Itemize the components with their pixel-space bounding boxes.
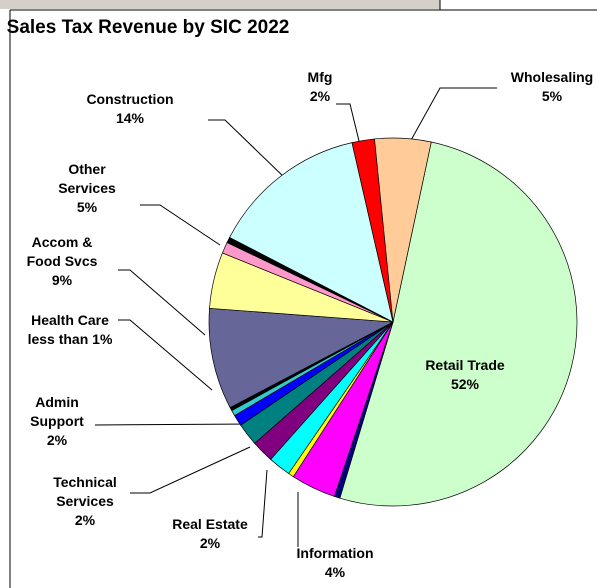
chart-title: Sales Tax Revenue by SIC 2022 <box>6 17 290 38</box>
slice-label: Technical Services 2% <box>40 473 130 530</box>
pie-slice <box>229 142 394 323</box>
category-label: Wholesaling <box>510 69 594 85</box>
pie-slice <box>208 307 395 409</box>
slice-label: Admin Support 2% <box>12 393 102 450</box>
category-label: Health Care <box>31 312 109 328</box>
leader-line <box>336 103 361 146</box>
value-label: 14% <box>115 110 145 126</box>
slice-label: Retail Trade 52% <box>405 356 525 394</box>
value-label: 5% <box>541 88 563 104</box>
slice-label: Other Services 5% <box>42 160 132 217</box>
category-label: Admin Support <box>30 394 84 429</box>
slice-label: Wholesaling 5% <box>502 68 597 106</box>
leader-line <box>130 446 251 494</box>
category-label: Information <box>296 545 374 561</box>
pie-slice <box>339 141 578 507</box>
category-label: Accom & Food Svcs <box>26 234 98 269</box>
category-label: Real Estate <box>172 516 248 532</box>
slice-label: Construction 14% <box>85 90 175 128</box>
value-label: less than 1% <box>27 331 113 347</box>
leader-lines <box>94 87 497 547</box>
slice-label: Information 4% <box>280 544 390 582</box>
leader-line <box>94 423 266 426</box>
value-label: 9% <box>51 272 73 288</box>
toolbar-strip <box>0 0 440 9</box>
value-label: 2% <box>74 512 96 528</box>
leader-line <box>118 269 206 336</box>
leader-line <box>208 119 286 179</box>
slice-label: Mfg 2% <box>290 68 350 106</box>
pie-slice <box>374 137 432 323</box>
slice-label: Accom & Food Svcs 9% <box>17 233 107 290</box>
value-label: 5% <box>76 199 98 215</box>
leader-line <box>118 319 213 391</box>
value-label: 4% <box>324 564 346 580</box>
value-label: 2% <box>309 88 331 104</box>
category-label: Construction <box>86 91 174 107</box>
leader-line <box>258 469 268 538</box>
category-label: Other Services <box>58 161 116 196</box>
slice-label: Health Care less than 1% <box>15 311 125 349</box>
category-label: Mfg <box>307 69 333 85</box>
value-label: 2% <box>199 535 221 551</box>
value-label: 2% <box>46 432 68 448</box>
value-label: 52% <box>450 376 480 392</box>
slice-label: Real Estate 2% <box>160 515 260 553</box>
leader-line <box>140 204 221 246</box>
leader-line <box>409 87 497 143</box>
category-label: Technical Services <box>53 474 117 509</box>
category-label: Retail Trade <box>425 357 505 373</box>
